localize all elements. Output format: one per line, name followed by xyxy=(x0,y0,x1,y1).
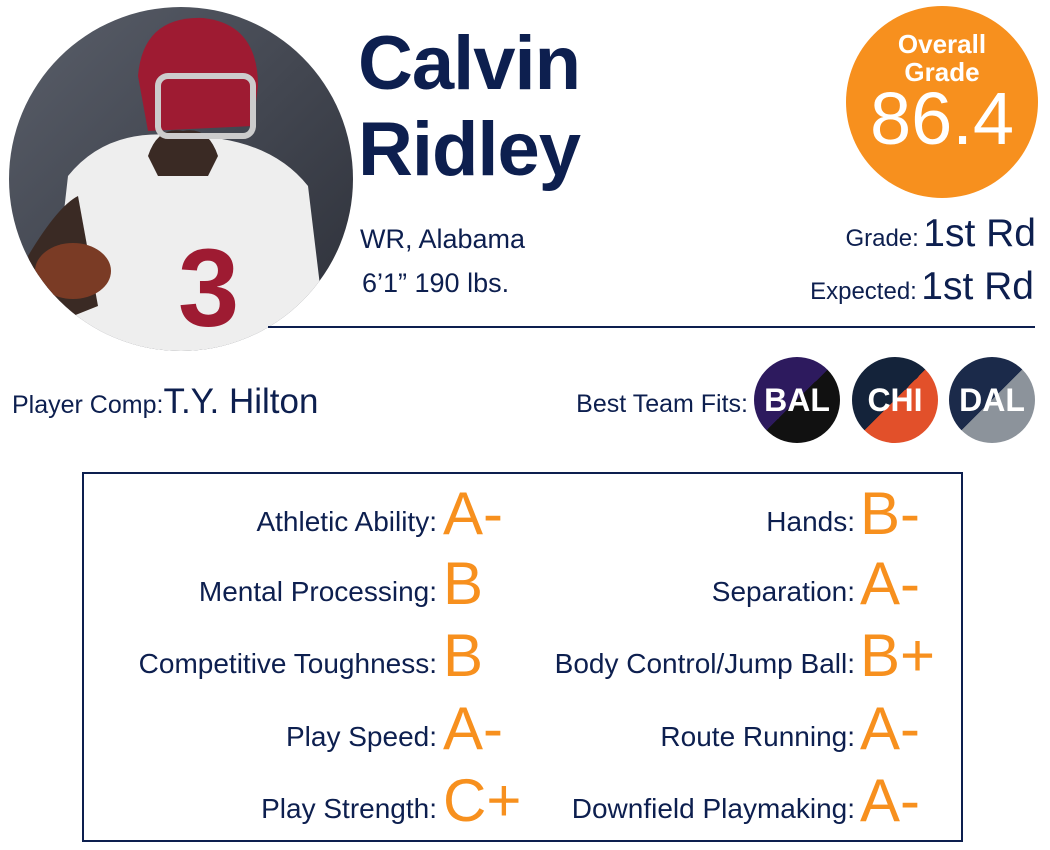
position-school: WR, Alabama xyxy=(360,224,526,254)
trait-grade: A- xyxy=(443,695,503,762)
size: 6’1” 190 lbs. xyxy=(362,268,510,298)
trait-label: Route Running: xyxy=(660,721,855,752)
grade-row: Grade: 1st Rd xyxy=(845,212,1036,256)
trait-label: Athletic Ability: xyxy=(256,506,437,537)
overall-label: Grade xyxy=(904,57,980,87)
comp-label: Player Comp: xyxy=(12,391,164,419)
trait-grade: B+ xyxy=(860,622,936,689)
first-name: Calvin xyxy=(358,21,581,106)
trait-grade: B- xyxy=(860,480,920,547)
trait-label: Play Strength: xyxy=(261,793,437,824)
trait-grade: A- xyxy=(860,695,920,762)
overall-label: Overall xyxy=(897,29,987,59)
trait-grade: A- xyxy=(860,767,920,834)
team-fits-label: Best Team Fits: xyxy=(576,390,748,418)
player-photo: 3 xyxy=(9,7,353,351)
trait-grade: B xyxy=(443,550,484,617)
team-badge: DAL xyxy=(949,357,1035,443)
last-name: Ridley xyxy=(358,107,581,192)
comp-value: T.Y. Hilton xyxy=(163,382,319,421)
divider xyxy=(268,326,1035,328)
trait-label: Downfield Playmaking: xyxy=(571,793,855,824)
trait-grade: B xyxy=(443,622,484,689)
grade-value: 1st Rd xyxy=(923,212,1036,255)
team-badge: BAL xyxy=(754,357,840,443)
trait-label: Mental Processing: xyxy=(198,576,437,607)
svg-text:3: 3 xyxy=(178,227,239,350)
expected-label: Expected: xyxy=(810,278,917,305)
expected-value: 1st Rd xyxy=(921,265,1034,308)
overall-value: 86.4 xyxy=(869,77,1015,160)
trait-grade: A- xyxy=(443,480,503,547)
expected-row: Expected: 1st Rd xyxy=(810,265,1034,309)
overall-badge: Overall Grade 86.4 xyxy=(846,6,1038,198)
trait-grade: A- xyxy=(860,550,920,617)
team-badge: CHI xyxy=(852,357,938,443)
trait-grade: C+ xyxy=(443,767,522,834)
trait-label: Separation: xyxy=(711,576,855,607)
traits-box xyxy=(82,472,963,842)
grade-label: Grade: xyxy=(845,225,919,252)
trait-label: Competitive Toughness: xyxy=(138,648,437,679)
trait-label: Play Speed: xyxy=(286,721,437,752)
comp-row: Player Comp:T.Y. Hilton xyxy=(12,382,318,422)
trait-label: Body Control/Jump Ball: xyxy=(554,648,855,679)
trait-label: Hands: xyxy=(766,506,855,537)
